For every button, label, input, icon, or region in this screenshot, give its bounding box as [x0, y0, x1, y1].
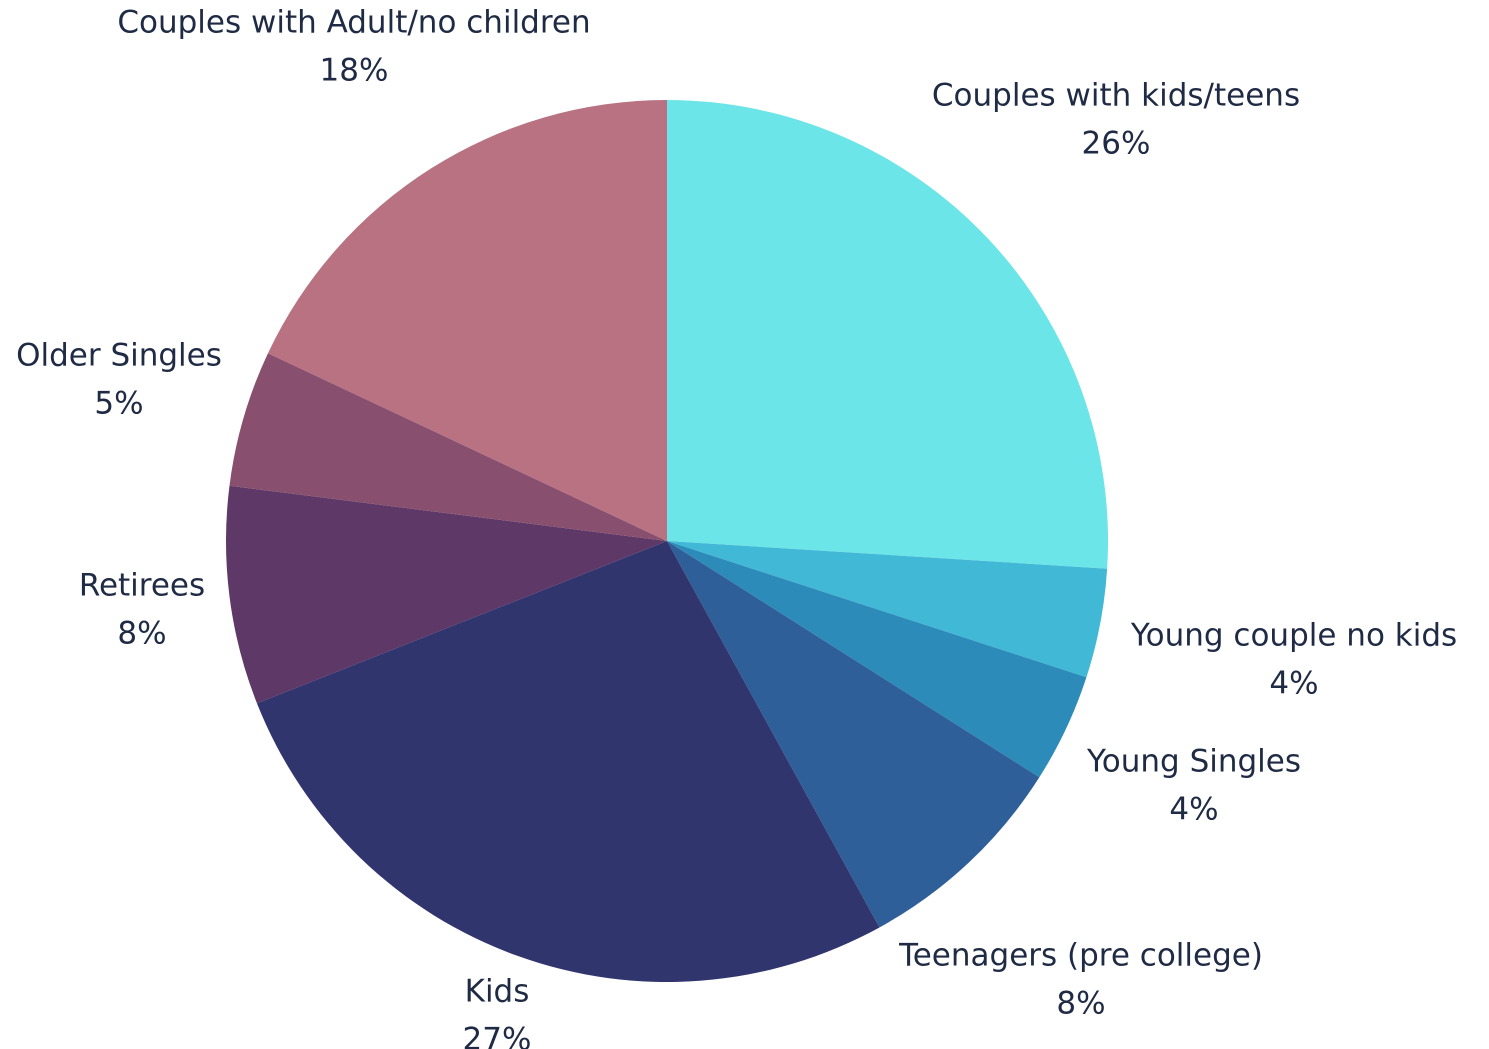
- slice-value-teenagers-pre-college: 8%: [1056, 986, 1105, 1022]
- pie-slice-young-singles: [667, 541, 1087, 778]
- slice-label-older-singles: Older Singles: [16, 338, 222, 374]
- pie-labels: Couples with kids/teens 26% Young couple n…: [16, 5, 1457, 1049]
- pie-slice-teenagers-pre-college: [667, 541, 1040, 928]
- slice-label-couples-with-kids-teens: Couples with kids/teens: [932, 78, 1300, 114]
- slice-value-kids: 27%: [463, 1022, 532, 1049]
- slice-value-couples-with-kids-teens: 26%: [1082, 126, 1151, 162]
- pie-slice-older-singles: [229, 353, 668, 541]
- pie-slice-young-couple-no-kids: [667, 541, 1108, 678]
- slice-label-couples-with-adult-no-children: Couples with Adult/no children: [117, 5, 590, 41]
- slice-label-retirees: Retirees: [79, 568, 205, 604]
- pie-slices: [226, 100, 1109, 982]
- slice-value-retirees: 8%: [117, 616, 166, 652]
- pie-slice-couples-with-adult-no-children: [267, 100, 667, 541]
- slice-value-couples-with-adult-no-children: 18%: [320, 53, 389, 89]
- pie-slice-kids: [256, 541, 880, 982]
- slice-value-young-couple-no-kids: 4%: [1269, 666, 1318, 702]
- pie-slice-retirees: [226, 485, 668, 704]
- slice-label-young-singles: Young Singles: [1086, 744, 1301, 780]
- slice-value-older-singles: 5%: [94, 386, 143, 422]
- pie-slice-couples-with-kids-teens: [667, 100, 1109, 569]
- slice-value-young-singles: 4%: [1169, 792, 1218, 828]
- slice-label-teenagers-pre-college: Teenagers (pre college): [898, 938, 1263, 974]
- slice-label-young-couple-no-kids: Young couple no kids: [1130, 618, 1457, 654]
- slice-label-kids: Kids: [465, 974, 530, 1010]
